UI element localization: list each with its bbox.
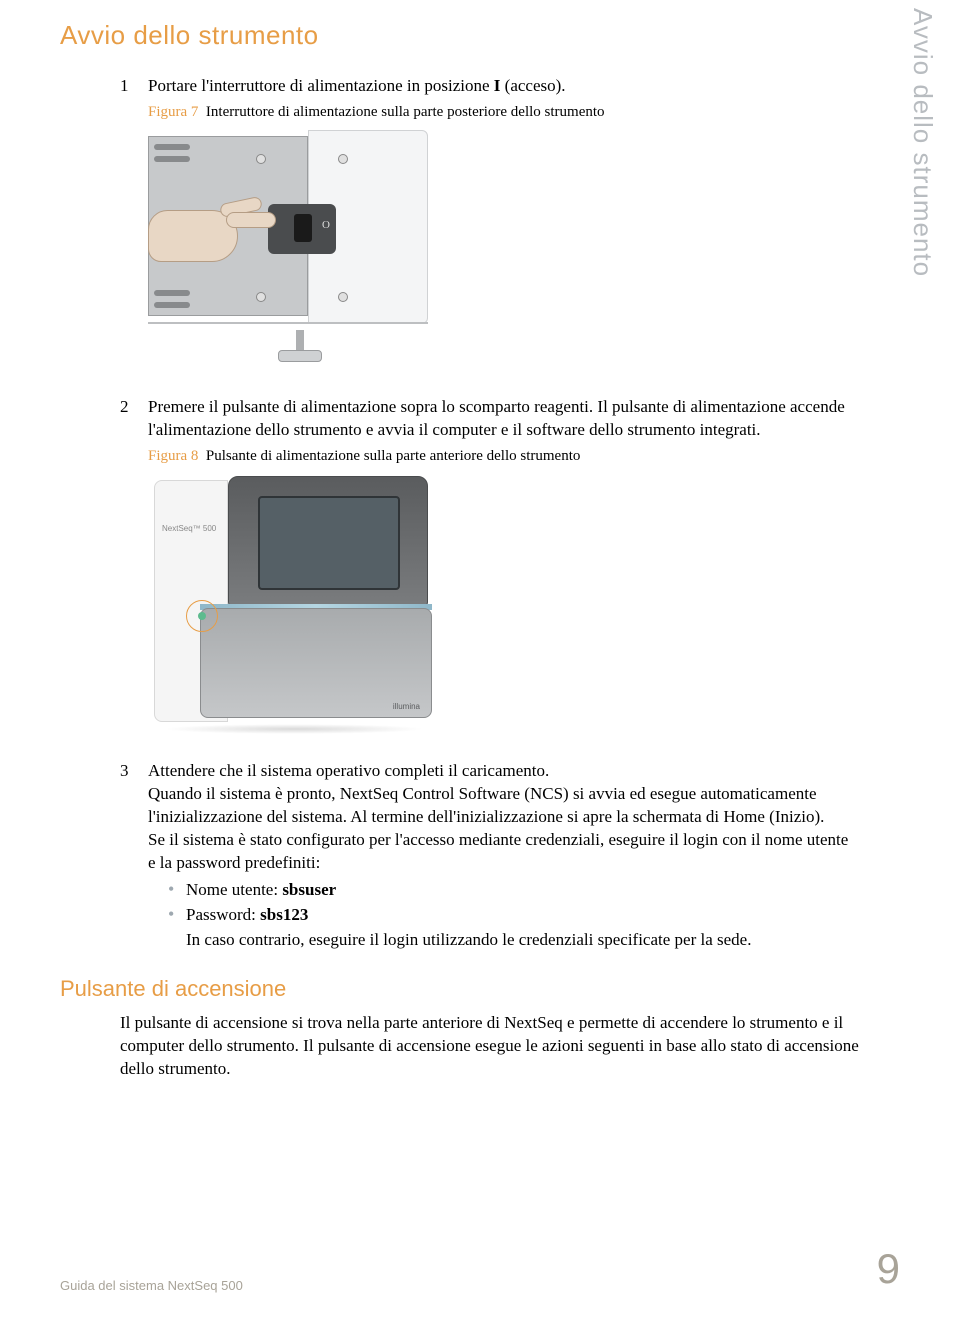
bullet-label: Password:: [186, 905, 260, 924]
side-tab-label: Avvio dello strumento: [907, 8, 938, 277]
page-number: 9: [877, 1245, 900, 1293]
step-3: 3 Attendere che il sistema operativo com…: [120, 760, 860, 952]
figure-label: Figura 8: [148, 448, 198, 464]
bullet-item: • Password: sbs123: [168, 904, 860, 927]
bullet-value: sbsuser: [282, 880, 336, 899]
figure-caption-text: Interruttore di alimentazione sulla part…: [206, 104, 605, 120]
step-body: Portare l'interruttore di alimentazione …: [148, 75, 860, 390]
figure-caption: Figura 7 Interruttore di alimentazione s…: [148, 102, 860, 122]
step-text-after: (acceso).: [500, 76, 565, 95]
step-number: 3: [120, 760, 148, 952]
page-footer: Guida del sistema NextSeq 500 9: [60, 1245, 900, 1293]
bullet-item: • Nome utente: sbsuser: [168, 879, 860, 902]
step-para: Se il sistema è stato configurato per l'…: [148, 829, 860, 875]
device-label: NextSeq™ 500: [162, 524, 216, 535]
figure-label: Figura 7: [148, 104, 198, 120]
step-number: 2: [120, 396, 148, 754]
section-heading: Pulsante di accensione: [60, 976, 900, 1002]
step-1: 1 Portare l'interruttore di alimentazion…: [120, 75, 860, 390]
page-title: Avvio dello strumento: [60, 20, 900, 51]
section-body: Il pulsante di accensione si trova nella…: [120, 1012, 860, 1081]
figure-8-image: NextSeq™ 500 illumina: [148, 474, 448, 734]
step-body: Premere il pulsante di alimentazione sop…: [148, 396, 860, 754]
bullet-label: Nome utente:: [186, 880, 282, 899]
footer-title: Guida del sistema NextSeq 500: [60, 1278, 243, 1293]
step-number: 1: [120, 75, 148, 390]
bullet-tail: In caso contrario, eseguire il login uti…: [186, 929, 860, 952]
step-body: Attendere che il sistema operativo compl…: [148, 760, 860, 952]
bullet-list: • Nome utente: sbsuser • Password: sbs12…: [168, 879, 860, 952]
bullet-icon: •: [168, 879, 186, 902]
figure-caption-text: Pulsante di alimentazione sulla parte an…: [206, 448, 580, 464]
figure-caption: Figura 8 Pulsante di alimentazione sulla…: [148, 446, 860, 466]
step-text: Portare l'interruttore di alimentazione …: [148, 76, 494, 95]
bullet-value: sbs123: [260, 905, 308, 924]
step-2: 2 Premere il pulsante di alimentazione s…: [120, 396, 860, 754]
step-para: Quando il sistema è pronto, NextSeq Cont…: [148, 783, 860, 829]
figure-7-image: [148, 130, 438, 370]
bullet-icon: •: [168, 904, 186, 927]
step-para: Attendere che il sistema operativo compl…: [148, 760, 860, 783]
device-logo: illumina: [393, 702, 420, 713]
step-text: Premere il pulsante di alimentazione sop…: [148, 397, 845, 439]
